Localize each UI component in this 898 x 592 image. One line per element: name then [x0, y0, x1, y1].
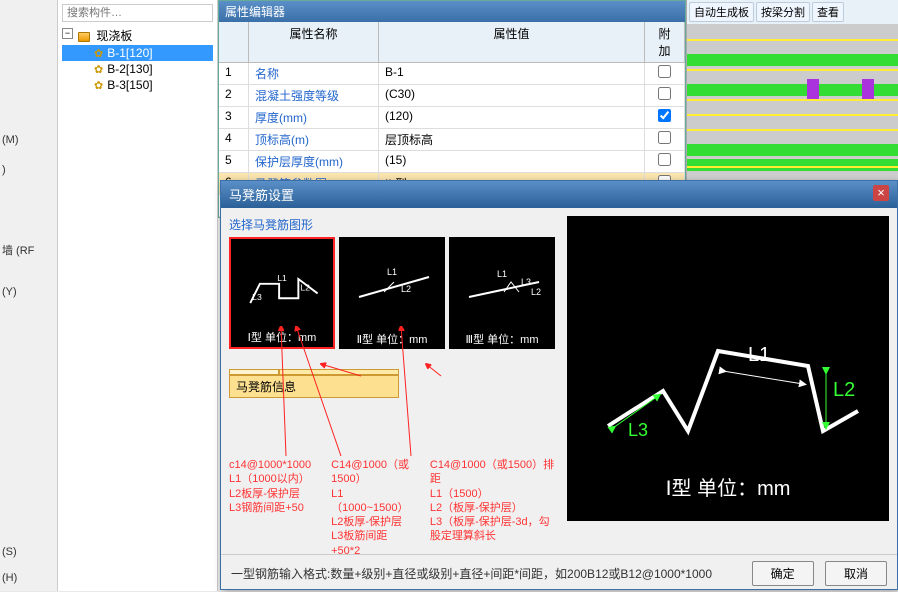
gear-icon: ✿ [94, 47, 103, 60]
annotation-line: C14@1000（或1500）排距 [430, 458, 559, 487]
annotation-line: L1（1500） [430, 487, 559, 501]
prop-value[interactable]: (120) [379, 107, 645, 128]
property-editor-title: 属性编辑器 [219, 1, 685, 22]
label-wall-rf: 墙 (RF [0, 238, 57, 262]
annotation-line: L1（1000~1500） [331, 487, 410, 516]
label-s: (S) [0, 542, 57, 562]
tree-item[interactable]: ✿ B-3[150] [62, 77, 213, 93]
col-value-header: 属性值 [379, 22, 645, 62]
split-by-beam-button[interactable]: 按梁分割 [756, 2, 810, 22]
left-tool-strip: (M) ) 墙 (RF (Y) (S) (H) [0, 0, 58, 591]
prop-name: 保护层厚度(mm) [249, 151, 379, 172]
property-row[interactable]: 2混凝土强度等级(C30) [219, 85, 685, 107]
annotation-block: c14@1000*1000L1（1000以内）L2板厚-保护层L3钢筋间距+50… [229, 458, 559, 558]
property-row[interactable]: 4顶标高(m)层顶标高 [219, 129, 685, 151]
svg-text:L2: L2 [531, 287, 541, 297]
tree-search-input[interactable] [62, 4, 213, 22]
annotation-line: L2板厚-保护层 [229, 487, 311, 501]
prop-value[interactable]: B-1 [379, 63, 645, 84]
row-index: 5 [219, 151, 249, 172]
prop-extra-checkbox[interactable] [658, 65, 671, 78]
view-button[interactable]: 查看 [812, 2, 844, 22]
annotation-line: C14@1000（或1500） [331, 458, 410, 487]
svg-text:L1: L1 [387, 267, 397, 277]
annotation-line: c14@1000*1000 [229, 458, 311, 472]
svg-text:L1: L1 [277, 273, 287, 283]
col-extra-header: 附加 [645, 22, 685, 62]
svg-text:L3: L3 [628, 420, 648, 440]
prop-name: 顶标高(m) [249, 129, 379, 150]
tree-item-label: B-3[150] [107, 78, 152, 92]
tree-item-label: B-1[120] [107, 46, 152, 60]
svg-text:L1: L1 [748, 344, 770, 366]
cancel-button[interactable]: 取消 [825, 561, 887, 586]
right-preview-panel: 自动生成板 按梁分割 查看 [686, 0, 898, 180]
prop-extra-checkbox[interactable] [658, 153, 671, 166]
plan-view-canvas[interactable] [687, 24, 898, 174]
col-name-header: 属性名称 [249, 22, 379, 62]
tree-root-node[interactable]: − 现浇板 [62, 26, 213, 45]
close-icon[interactable]: × [873, 185, 889, 201]
svg-text:L2: L2 [401, 284, 411, 294]
svg-text:L1: L1 [497, 269, 507, 279]
row-index: 3 [219, 107, 249, 128]
stirrup-dialog: 马凳筋设置 × 选择马凳筋图形 L1L2L3Ⅰ型 单位：mmL1L2Ⅱ型 单位：… [220, 180, 898, 590]
folder-icon [78, 32, 90, 42]
row-index: 2 [219, 85, 249, 106]
tree-item-label: B-2[130] [107, 62, 152, 76]
svg-text:L3: L3 [521, 277, 531, 287]
prop-extra-checkbox[interactable] [658, 87, 671, 100]
annotation-line: L2（板厚-保护层） [430, 501, 559, 515]
annotation-line: L3板筋间距+50*2 [331, 529, 410, 558]
right-toolbar: 自动生成板 按梁分割 查看 [687, 0, 898, 24]
property-row[interactable]: 5保护层厚度(mm)(15) [219, 151, 685, 173]
tree-panel: − 现浇板 ✿ B-1[120] ✿ B-2[130] ✿ B-3[150] [58, 0, 218, 591]
label-y: (Y) [0, 282, 57, 302]
format-hint: 一型钢筋输入格式:数量+级别+直径或级别+直径+间距*间距，如200B12或B1… [231, 565, 712, 582]
label-paren: ) [0, 160, 57, 180]
property-row[interactable]: 1名称B-1 [219, 63, 685, 85]
auto-gen-slab-button[interactable]: 自动生成板 [689, 2, 754, 22]
ok-button[interactable]: 确定 [752, 561, 814, 586]
prop-name: 混凝土强度等级 [249, 85, 379, 106]
prop-value[interactable]: (C30) [379, 85, 645, 106]
svg-text:L2: L2 [833, 379, 855, 401]
annotation-line: L1（1000以内） [229, 472, 311, 486]
tree-root-label: 现浇板 [96, 29, 132, 43]
row-index: 1 [219, 63, 249, 84]
property-header-row: 属性名称 属性值 附加 [219, 22, 685, 63]
tree-item[interactable]: ✿ B-2[130] [62, 61, 213, 77]
label-h: (H) [0, 568, 57, 588]
shape-section-label: 选择马凳筋图形 [229, 216, 559, 233]
annotation-line: L2板厚-保护层 [331, 515, 410, 529]
gear-icon: ✿ [94, 63, 103, 76]
big-shape-preview: L1 L2 L3 Ⅰ型 单位：mm [567, 216, 889, 521]
svg-text:L2: L2 [300, 283, 310, 293]
annotation-line: L3（板厚-保护层-3d，勾股定理算斜长 [430, 515, 559, 544]
tree-item[interactable]: ✿ B-1[120] [62, 45, 213, 61]
dialog-title: 马凳筋设置 [229, 185, 294, 204]
prop-extra-checkbox[interactable] [658, 131, 671, 144]
property-row[interactable]: 3厚度(mm)(120) [219, 107, 685, 129]
gear-icon: ✿ [94, 79, 103, 92]
row-index: 4 [219, 129, 249, 150]
annotation-line: L3钢筋间距+50 [229, 501, 311, 515]
prop-name: 名称 [249, 63, 379, 84]
prop-value[interactable]: (15) [379, 151, 645, 172]
collapse-icon[interactable]: − [62, 28, 73, 39]
prop-name: 厚度(mm) [249, 107, 379, 128]
prop-value[interactable]: 层顶标高 [379, 129, 645, 150]
big-preview-caption: Ⅰ型 单位：mm [567, 472, 889, 501]
label-m: (M) [0, 130, 57, 150]
prop-extra-checkbox[interactable] [658, 109, 671, 122]
svg-text:L3: L3 [252, 292, 262, 302]
